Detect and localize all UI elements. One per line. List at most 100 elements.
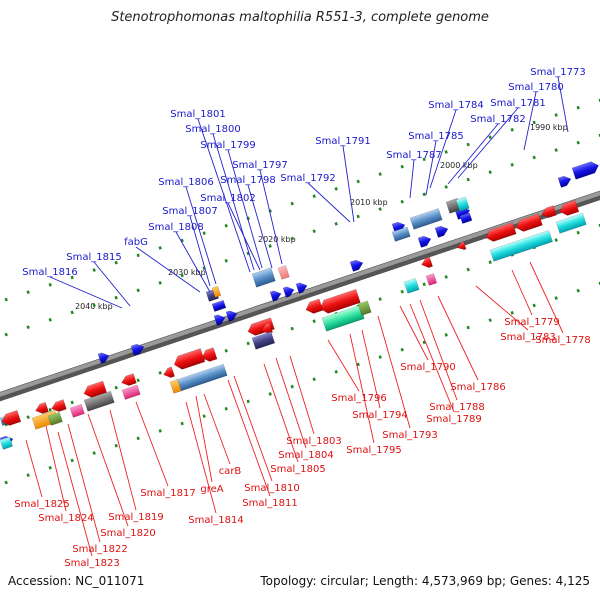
reverse-gene xyxy=(485,222,517,242)
ring-dot xyxy=(114,443,118,448)
ring-dot xyxy=(378,207,382,211)
top-leader-line xyxy=(557,76,569,133)
top-leader-line xyxy=(523,91,537,151)
feature-block-shape xyxy=(489,230,553,262)
ring-dot xyxy=(4,480,8,485)
reverse-gene-shape xyxy=(515,213,543,232)
top-gene-label: Smal_1791 xyxy=(315,136,370,147)
ring-dot xyxy=(136,436,140,441)
top-gene-label: Smal_1792 xyxy=(280,173,335,184)
reverse-gene xyxy=(83,380,107,398)
reverse-gene-shape xyxy=(121,373,137,386)
forward-gene xyxy=(269,290,282,302)
top-leader-line xyxy=(457,107,519,179)
top-leader-line xyxy=(227,149,263,269)
bottom-leader-line xyxy=(275,357,307,449)
reverse-gene-shape xyxy=(173,348,206,370)
top-gene-label: Smal_1797 xyxy=(232,160,287,171)
forward-gene xyxy=(97,352,110,364)
ring-dot xyxy=(488,260,492,265)
feature-block xyxy=(455,196,470,212)
feature-block-shape xyxy=(169,379,182,394)
bottom-gene-label: Smal_1803 xyxy=(286,436,341,447)
bottom-leader-line xyxy=(399,305,429,361)
ring-dot xyxy=(246,399,250,404)
top-leader-line xyxy=(429,109,457,189)
ring-dot xyxy=(202,414,206,418)
bottom-gene-label: Smal_1804 xyxy=(278,450,333,461)
reverse-gene-shape xyxy=(163,366,175,378)
top-gene-label: Smal_1798 xyxy=(220,175,275,186)
reverse-gene-shape xyxy=(51,399,67,412)
ring-dot xyxy=(268,392,272,396)
ring-dot xyxy=(48,317,52,322)
forward-gene-shape xyxy=(97,352,110,364)
tick-layer: 1990 kbp 2000 kbp 2010 kbp 2020 kbp 2030 kbp… xyxy=(75,123,568,311)
genome-title: Stenotrophomonas maltophilia R551-3, com… xyxy=(111,10,489,25)
top-leader-line xyxy=(409,159,415,199)
bottom-leader-line xyxy=(327,339,360,392)
bottom-leader-line xyxy=(87,413,129,527)
feature-block-shape xyxy=(211,285,222,298)
top-leader-line xyxy=(342,145,355,223)
bottom-gene-label: carB xyxy=(219,466,242,477)
bottom-gene-label: Smal_1795 xyxy=(346,445,401,456)
ring-dot xyxy=(136,288,140,293)
bottom-leader-line xyxy=(511,269,533,316)
bottom-leader-line xyxy=(195,395,213,483)
reverse-gene-shape xyxy=(83,380,107,398)
ring-dot xyxy=(26,473,30,478)
top-gene-label: Smal_1801 xyxy=(170,109,225,120)
feature-block xyxy=(425,273,438,286)
feature-block xyxy=(489,230,553,262)
top-gene-label: Smal_1799 xyxy=(200,140,255,151)
bottom-leader-line xyxy=(529,261,564,334)
reverse-gene xyxy=(173,348,206,370)
ring-dot xyxy=(576,288,580,293)
feature-block xyxy=(83,390,115,412)
top-leader-line xyxy=(175,231,211,293)
ring-dot xyxy=(554,148,558,152)
topology-text: Topology: circular; Length: 4,573,969 bp… xyxy=(260,574,590,588)
top-gene-label: Smal_1781 xyxy=(490,98,545,109)
top-leader-line xyxy=(197,118,251,273)
ring-dot xyxy=(378,172,382,176)
ring-dot xyxy=(92,451,96,455)
top-leader-line xyxy=(212,133,255,271)
ring-dot xyxy=(158,246,162,250)
ring-dot xyxy=(510,162,514,167)
reverse-gene-shape xyxy=(456,241,467,250)
feature-block xyxy=(459,212,473,224)
ring-dot xyxy=(576,230,580,235)
bottom-gene-label: Smal_1793 xyxy=(382,430,437,441)
top-gene-label: Smal_1773 xyxy=(530,67,585,78)
reverse-gene xyxy=(305,298,324,314)
ring-dot xyxy=(356,214,360,219)
feature-block-shape xyxy=(425,273,438,286)
bottom-gene-label: Smal_1805 xyxy=(270,464,325,475)
ring-dot xyxy=(290,236,294,241)
bottom-gene-label: Smal_1786 xyxy=(450,382,505,393)
feature-block-shape xyxy=(409,208,443,230)
feature-block xyxy=(403,277,420,294)
ring-dot xyxy=(136,253,140,258)
reverse-gene-shape xyxy=(421,256,433,268)
ring-dot xyxy=(268,244,272,248)
ring-dot xyxy=(48,465,52,470)
ring-dot xyxy=(400,289,404,294)
forward-gene-shape xyxy=(225,310,238,322)
bottom-gene-label: Smal_1820 xyxy=(100,528,155,539)
ring-dot xyxy=(378,355,382,359)
ring-dot xyxy=(114,260,118,265)
ring-dot xyxy=(290,326,294,331)
ring-dot xyxy=(356,179,360,184)
bottom-leader-line xyxy=(349,333,375,444)
bottom-leader-line xyxy=(263,363,299,463)
bottom-leader-line xyxy=(409,303,455,413)
ring-dot xyxy=(92,268,96,272)
top-leader-line xyxy=(247,184,273,269)
bottom-gene-label: Smal_1819 xyxy=(108,512,163,523)
ring-dot xyxy=(510,310,514,315)
ring-dot xyxy=(92,303,96,307)
forward-gene-shape xyxy=(213,314,226,326)
